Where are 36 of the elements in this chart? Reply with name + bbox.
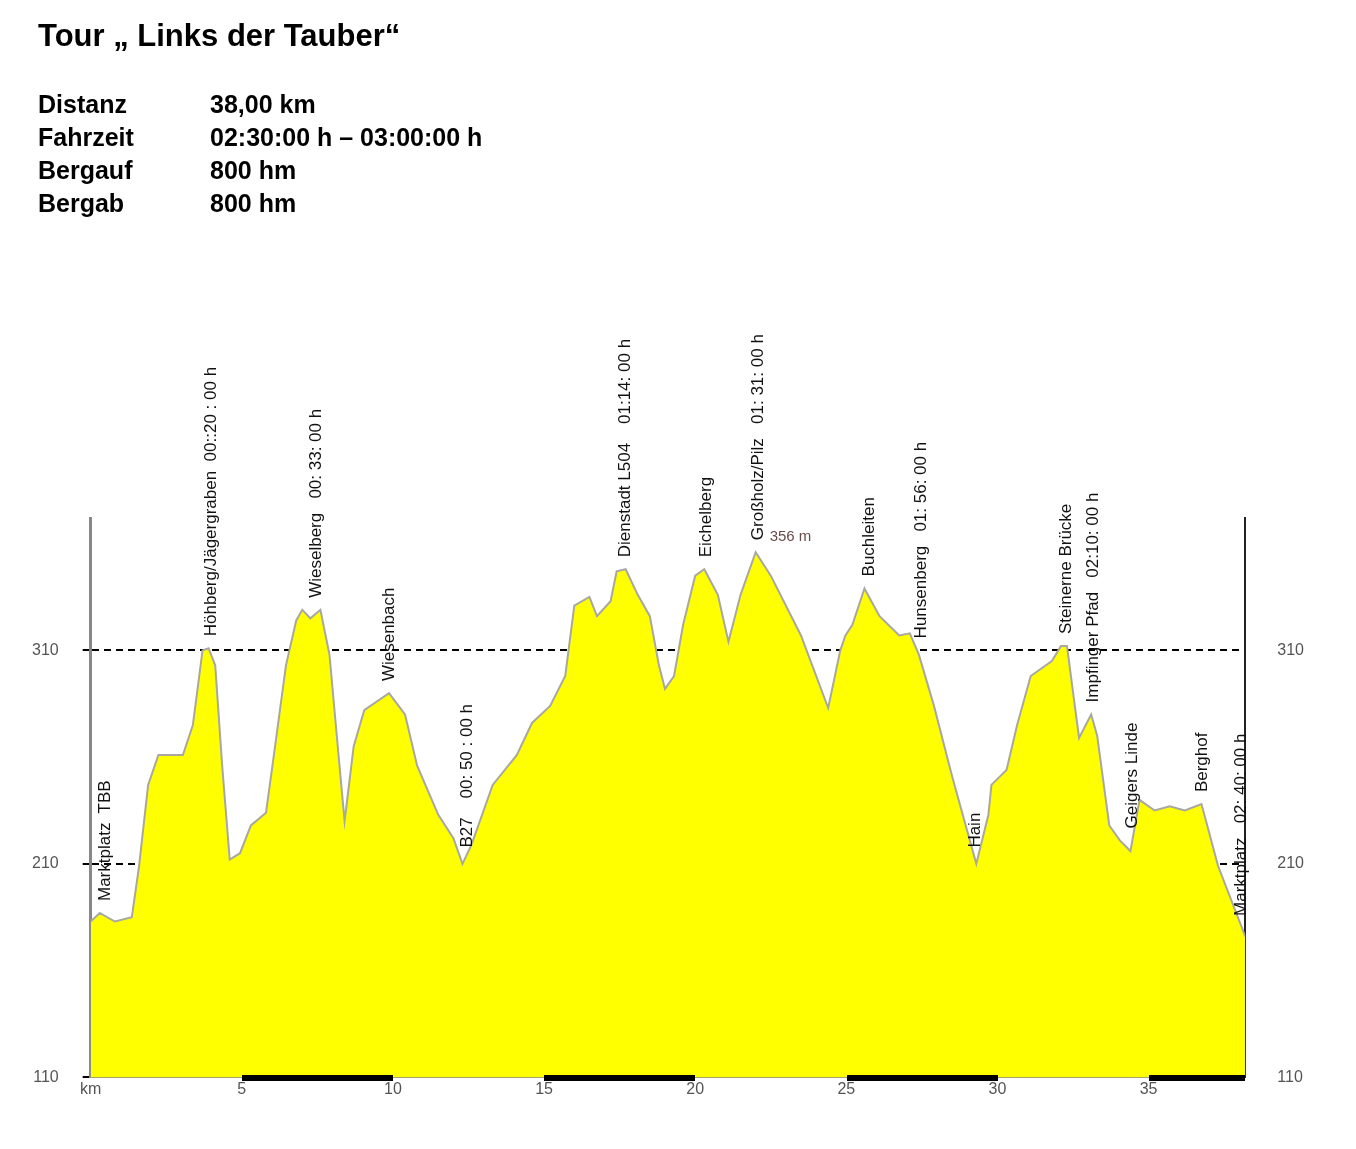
text: Bergab 800 hm [38, 189, 297, 217]
annotation: Hunsenberg 01: 56: 00 h [910, 441, 930, 639]
x-tick-label: 5 [237, 1080, 247, 1098]
text: Fahrzeit 02:30:00 h – 03:00:00 h [38, 123, 483, 151]
x-tick-label: 35 [1139, 1080, 1158, 1098]
chart-title: Tour „ Links der Tauber“ [37, 17, 402, 55]
annotation: Eichelberg [696, 476, 716, 558]
x-tick-label: 20 [686, 1080, 705, 1098]
y2-tick-label: 110 [1277, 1067, 1303, 1085]
annotation: Wieselberg 00: 33: 00 h [306, 408, 326, 598]
x-tick-label: km [80, 1080, 102, 1098]
annotation: 356 m [769, 526, 812, 544]
text: Distanz 38,00 km [38, 90, 316, 118]
annotation: Geigers Linde [1122, 722, 1142, 829]
annotation: Hain [965, 812, 985, 848]
annotation: Wiesenbach [378, 587, 398, 682]
annotation: Marktplatz 02: 40: 00 h [1231, 733, 1251, 916]
annotation: Marktplatz TBB [94, 780, 114, 901]
annotation: Impfinger Pfad 02:10: 00 h [1083, 492, 1103, 703]
y-tick-label: 310 [31, 640, 59, 658]
x-tick-label: 10 [384, 1080, 402, 1098]
annotation: Dienstadt L504 01:14: 00 h [614, 338, 634, 558]
annotation: Steinerne Brücke [1055, 503, 1075, 635]
annotation: B27 00: 50 : 00 h [457, 703, 477, 848]
x-tick-label: 30 [988, 1080, 1007, 1098]
y2-tick-label: 210 [1277, 854, 1305, 872]
y2-tick-label: 310 [1277, 640, 1305, 658]
annotation: Berghof [1191, 732, 1211, 793]
y-tick-label: 210 [31, 854, 59, 872]
x-tick-label: 15 [535, 1080, 554, 1098]
annotation: Höhberg/Jägergraben 00::20 : 00 h [200, 366, 220, 637]
y-tick-label: 110 [33, 1067, 59, 1085]
annotation: Buchleiten [859, 497, 879, 577]
x-tick-label: 25 [837, 1080, 856, 1098]
text: Bergauf 800 hm [38, 156, 297, 184]
annotation: Großholz/Pilz 01: 31: 00 h [747, 334, 767, 541]
